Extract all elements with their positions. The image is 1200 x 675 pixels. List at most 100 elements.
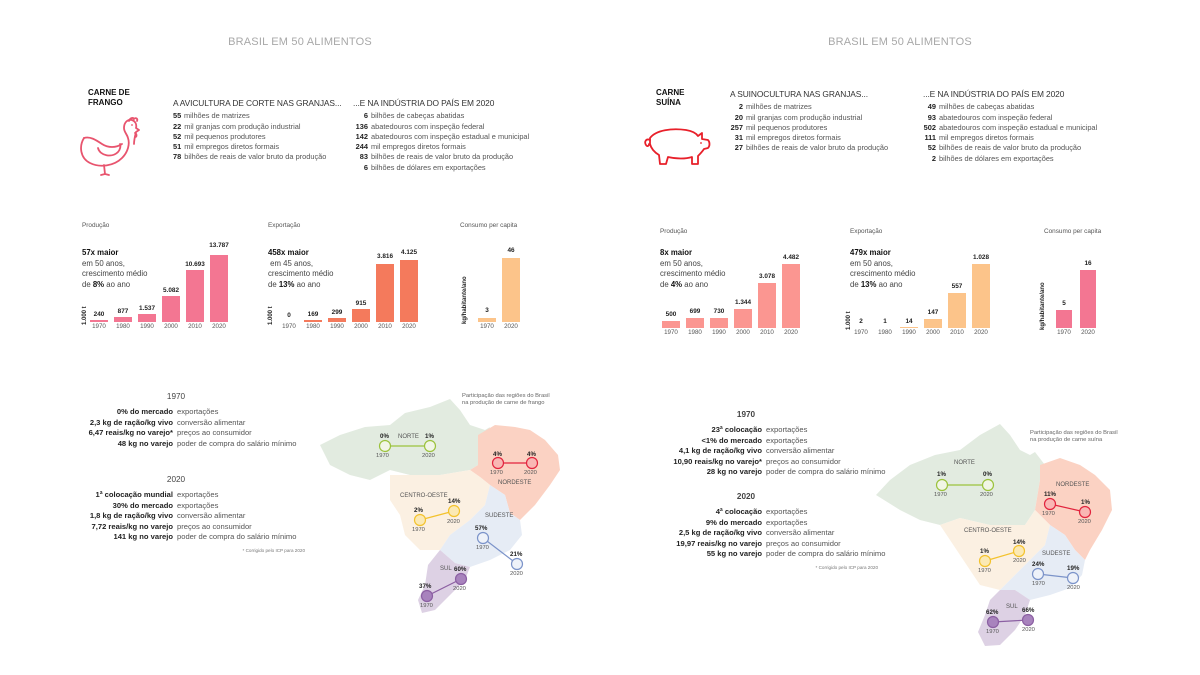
fact-row: 6 bilhões de cabeças abatidas <box>353 111 529 121</box>
fact-text: mil empregos diretos formais <box>746 133 841 143</box>
bar <box>138 314 156 322</box>
chicken-export-chart: Exportação 458x maior em 45 anos, cresci… <box>266 222 426 334</box>
bar <box>924 319 942 328</box>
stats-year: 2020 <box>166 475 186 484</box>
chart-headline: 458x maior em 45 anos, crescimento médio… <box>268 248 333 290</box>
bar-year: 1970 <box>92 323 106 330</box>
stats-desc: preços ao consumidor <box>766 538 841 548</box>
stats-desc: poder de compra do salário mínimo <box>177 438 297 448</box>
fact-num: 31 <box>734 133 743 143</box>
fact-row: 257 mil pequenos produtores <box>730 123 888 133</box>
bar-year: 2020 <box>504 323 518 330</box>
region-label-sul: SUL <box>440 566 452 572</box>
pork-region-map: Participação das regiões do Brasil na pr… <box>870 410 1150 650</box>
chart-headline: 8x maior em 50 anos, crescimento médio d… <box>660 248 725 290</box>
centro-oeste-2020-marker <box>1012 544 1026 558</box>
fact-num: 244 <box>355 142 368 152</box>
bar-value: 3.816 <box>377 253 393 260</box>
stats-desc: exportações <box>766 435 808 445</box>
bar <box>710 318 728 328</box>
headline-bold: 458x maior <box>268 248 309 257</box>
region-centro-oeste <box>940 510 1050 590</box>
stats-row: 4ª colocação exportações <box>638 507 898 517</box>
map-caption: Participação das regiões do Brasil na pr… <box>1030 430 1118 444</box>
year-label: 1970 <box>490 470 503 476</box>
bar <box>90 320 108 322</box>
stats-desc: exportações <box>766 517 808 527</box>
fact-row: 136 abatedouros com inspeção federal <box>353 122 529 132</box>
fact-row: 49 milhões de cabeças abatidas <box>923 102 1097 112</box>
bar-year: 2010 <box>760 329 774 336</box>
centro-oeste-2020-pct: 14% <box>1013 539 1026 546</box>
fact-text: bilhões de reais de valor bruto da produ… <box>939 143 1082 153</box>
bar-year: 1990 <box>902 329 916 336</box>
bar <box>1056 310 1072 328</box>
stats-value: <1% do mercado <box>701 435 762 445</box>
fact-num: 6 <box>363 162 368 172</box>
headline-text: de <box>850 279 861 289</box>
sudeste-1970-pct: 24% <box>1032 561 1045 568</box>
fact-num: 52 <box>927 143 936 153</box>
bar-value: 5 <box>1062 300 1066 307</box>
norte-1970-marker <box>378 439 392 453</box>
norte-2020-pct: 1% <box>425 433 434 440</box>
norte-2020-marker <box>981 478 995 492</box>
fact-row: 27 bilhões de reais de valor bruto da pro… <box>730 143 888 153</box>
bar-area: 2 1 14 147 557 1.028 <box>852 254 992 328</box>
centro-oeste-1970-marker <box>978 554 992 568</box>
fact-num: 20 <box>734 112 743 122</box>
year-label: 1970 <box>420 603 433 609</box>
fact-row: 502 abatedouros com inspeção estadual e m… <box>923 123 1098 133</box>
fact-num: 22 <box>173 121 182 131</box>
stats-desc: exportações <box>177 500 219 510</box>
pork-export-chart: Exportação 479x maior em 50 anos, cresci… <box>844 228 1004 340</box>
region-norte <box>876 424 1045 525</box>
year-label: 1970 <box>1032 581 1045 587</box>
bar-value: 877 <box>117 308 129 315</box>
norte-1970-pct: 1% <box>937 471 946 478</box>
bar <box>186 270 204 322</box>
centro-oeste-1970-pct: 1% <box>980 548 989 555</box>
bar <box>400 260 418 322</box>
fact-text: mil granjas com produção industrial <box>746 112 863 122</box>
industry-facts: ...E NA INDÚSTRIA DO PAÍS EM 2020 49 milh… <box>923 89 1097 164</box>
bar-area: 3 46 <box>478 247 538 322</box>
bar-area: 0 169 299 915 3.816 4.125 <box>280 249 420 322</box>
fact-text: abatedouros com inspeção federal <box>939 112 1053 122</box>
region-sudeste <box>440 485 522 567</box>
fact-text: bilhões de dólares em exportações <box>371 162 486 172</box>
headline-line: em 50 anos, <box>850 258 893 268</box>
stats-value: 23ª colocação <box>711 425 762 435</box>
year-label: 2020 <box>447 519 460 525</box>
bar-year: 1970 <box>854 329 868 336</box>
headline-bold: 479x maior <box>850 248 891 257</box>
stats-row: 48 kg no varejo poder de compra do salári… <box>60 439 310 449</box>
headline-text: ao ano <box>682 279 709 289</box>
headline-line: crescimento médio <box>268 269 334 278</box>
headline-bold: 8x maior <box>660 248 693 257</box>
fact-text: milhões de cabeças abatidas <box>939 102 1035 112</box>
stats-desc: preços ao consumidor <box>177 428 252 438</box>
chicken-consumption-chart: Consumo per capita kg/habitante/ano 3 46… <box>456 222 556 334</box>
fact-row: 6 bilhões de dólares em exportações <box>353 163 529 173</box>
chicken-region-map: Participação das regiões do Brasil na pr… <box>310 385 570 615</box>
bar-year: 1970 <box>282 323 296 330</box>
headline-line: em 50 anos, <box>660 258 703 268</box>
bar-value: 915 <box>355 300 367 307</box>
sudeste-2020-pct: 19% <box>1067 565 1080 572</box>
region-centro-oeste <box>390 470 490 550</box>
bar-year: 2020 <box>784 329 798 336</box>
bar-year: 1990 <box>712 329 726 336</box>
bar-value: 1.344 <box>735 299 751 306</box>
year-label: 1970 <box>1042 511 1055 517</box>
chart-headline: 57x maior em 50 anos, crescimento médio … <box>82 248 147 290</box>
fact-row: 93 abatedouros com inspeção federal <box>923 113 1097 123</box>
fact-row: 111 mil empregos diretos formais <box>923 133 1097 143</box>
year-label: 2020 <box>453 586 466 592</box>
sul-2020-marker <box>1021 613 1035 627</box>
stats-row: 55 kg no varejo poder de compra do salári… <box>638 549 898 559</box>
bar-year: 1980 <box>306 323 320 330</box>
fact-text: abatedouros com inspeção federal <box>371 121 485 131</box>
headline-pct: 8% <box>92 279 105 289</box>
stats-desc: conversão alimentar <box>766 528 835 538</box>
